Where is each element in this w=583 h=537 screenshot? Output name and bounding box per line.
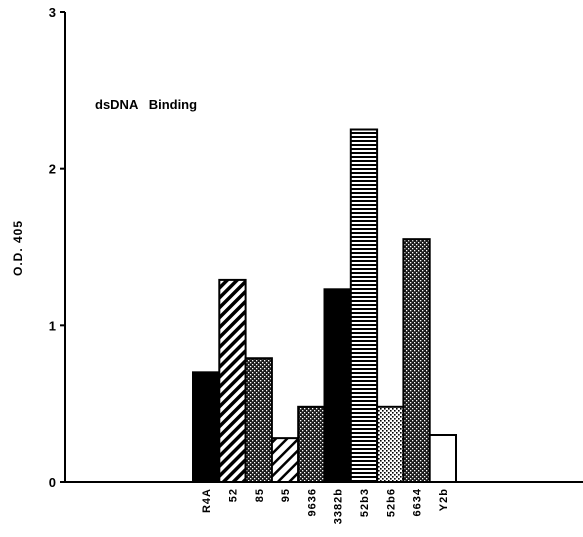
category-labels: R4A 52 85 95 9636 3382b 52b3 52b6 6634 Y2b [201,488,450,524]
category-label-52: 52 [227,488,239,502]
category-label-3382b: 3382b [333,488,345,524]
bar-3382b [323,288,352,483]
y-tick-label-3: 3 [49,5,56,20]
category-label-95: 95 [280,488,292,502]
bar-9636 [297,405,326,483]
category-label-Y2b: Y2b [438,488,450,511]
bar-52 [218,278,247,483]
bar-52b6 [376,405,405,483]
y-tick-label-2: 2 [49,162,56,177]
y-axis-label: O.D. 405 [11,220,25,276]
category-label-85: 85 [254,488,266,502]
bars [192,128,458,484]
y-ticks: 0 1 2 3 [49,5,65,490]
category-label-9636: 9636 [306,488,318,516]
y-tick-label-0: 0 [49,475,56,490]
bar-95 [270,437,300,483]
category-label-52b3: 52b3 [359,488,371,517]
bar-Y2b [428,434,458,483]
bar-85 [244,357,273,484]
category-label-R4A: R4A [201,488,213,513]
bar-6634 [402,238,431,483]
y-tick-label-1: 1 [49,318,56,333]
chart-annotation: dsDNA Binding [95,97,197,112]
bar-R4A [192,371,221,484]
category-label-52b6: 52b6 [385,488,397,517]
bar-52b3 [349,128,379,483]
category-label-6634: 6634 [412,488,424,516]
